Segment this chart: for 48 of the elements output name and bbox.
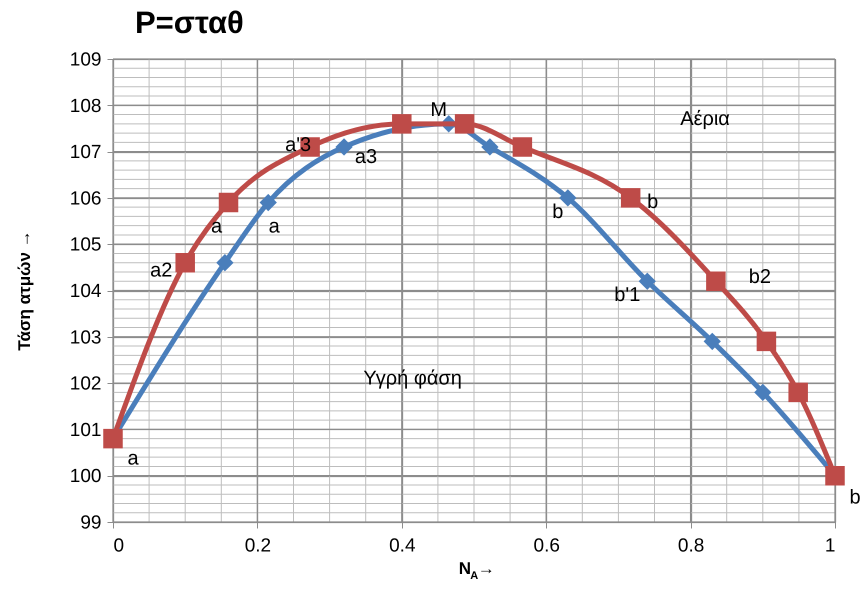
point — [704, 332, 721, 350]
point — [175, 252, 195, 272]
point — [620, 188, 640, 208]
annotation: a3 — [354, 146, 378, 168]
y-tick-label: 109 — [70, 50, 102, 70]
y-tick-label: 99 — [80, 512, 102, 534]
x-tick-label: 0 — [114, 536, 124, 556]
x-tick-label: 0.6 — [533, 536, 560, 556]
point — [788, 382, 808, 402]
point — [216, 254, 234, 272]
annotation: a — [268, 216, 281, 238]
annotation: b'1 — [614, 284, 640, 306]
y-tick-label: 102 — [70, 374, 102, 395]
point — [392, 114, 412, 134]
point — [481, 138, 499, 156]
x-tick-label: 0.4 — [389, 536, 416, 556]
point — [218, 192, 238, 212]
chart-title: P=σταθ — [135, 5, 244, 40]
point — [756, 332, 776, 352]
annotation: b — [647, 190, 658, 213]
y-tick-label: 107 — [70, 142, 102, 164]
point — [754, 384, 772, 402]
annotation: b — [552, 200, 564, 223]
annotation: Αέρια — [680, 108, 730, 130]
point — [706, 271, 726, 291]
y-tick-label: 105 — [70, 234, 102, 256]
y-axis-title: Τάση ατμών → — [15, 230, 34, 351]
point — [512, 137, 532, 157]
x-tick-label: 0.2 — [244, 536, 272, 556]
point — [638, 272, 656, 290]
annotation: a2 — [150, 260, 172, 282]
point — [260, 194, 277, 212]
y-tick-label: 108 — [70, 96, 102, 117]
x-tick-label: 1 — [824, 536, 836, 556]
point — [454, 114, 474, 134]
y-tick-label: 101 — [70, 420, 102, 441]
y-tick-label: 104 — [70, 281, 102, 302]
point — [335, 138, 353, 156]
y-tick-label: 106 — [70, 188, 102, 210]
annotation: b — [849, 486, 861, 509]
annotation: a — [127, 448, 140, 470]
annotation: Υγρή φάση — [363, 367, 462, 390]
annotation: b2 — [748, 266, 771, 288]
annotation: M — [430, 98, 448, 121]
y-tick-label: 100 — [70, 466, 102, 488]
annotation: a — [210, 216, 223, 238]
x-tick-label: 0.8 — [678, 536, 704, 556]
y-tick-label: 103 — [70, 327, 102, 348]
